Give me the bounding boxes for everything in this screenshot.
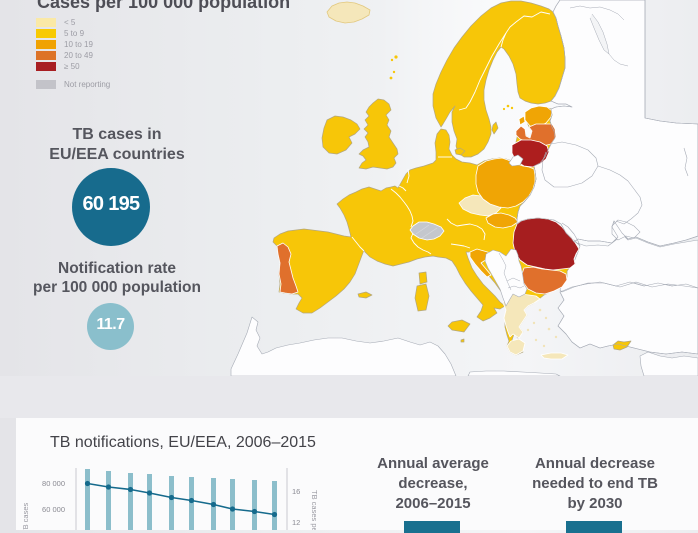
svg-text:60 000: 60 000 [42,505,65,514]
svg-text:80 000: 80 000 [42,479,65,488]
svg-text:16: 16 [292,487,300,496]
svg-text:TB cases: TB cases [21,502,30,530]
svg-text:TB cases per 100: TB cases per 100 [310,490,319,530]
svg-text:12: 12 [292,518,300,527]
